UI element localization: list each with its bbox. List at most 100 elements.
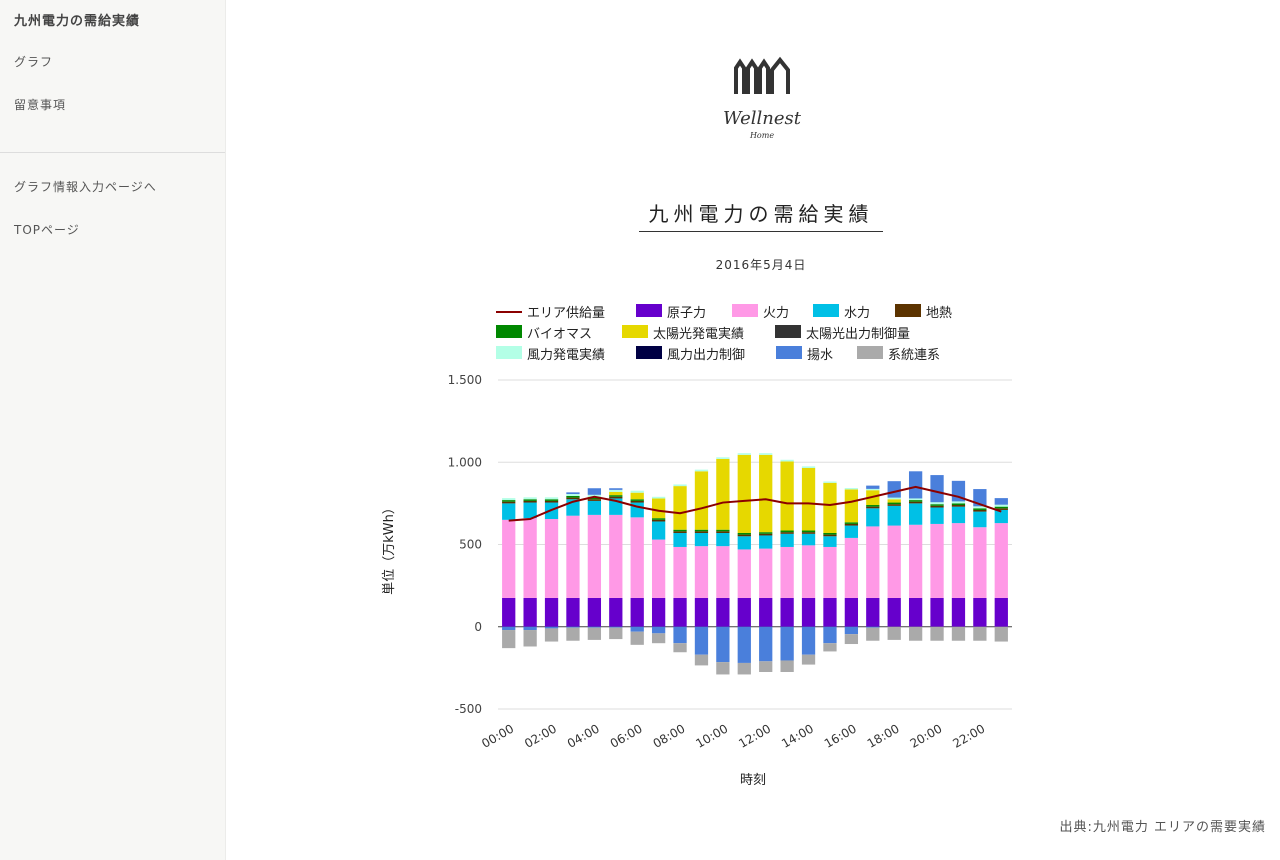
bar-segment — [630, 490, 644, 493]
bar-segment — [716, 531, 730, 533]
bar-segment — [523, 500, 537, 503]
bar-segment — [651, 597, 666, 627]
y-tick-label: -500 — [455, 702, 482, 716]
bar-segment — [866, 597, 880, 627]
bar-segment — [973, 597, 987, 627]
bar-segment — [737, 453, 751, 455]
x-axis-label: 時刻 — [740, 773, 766, 788]
y-tick-label: 500 — [459, 538, 482, 552]
legend-swatch-geothermal — [895, 304, 921, 317]
legend-label-wind: 風力発電実績 — [527, 348, 606, 363]
bar-segment — [866, 508, 880, 527]
sidebar-item-graph[interactable]: グラフ — [14, 55, 54, 69]
sidebar-item-graph-input[interactable]: グラフ情報入力ページへ — [14, 180, 157, 194]
supply-line — [508, 485, 1002, 522]
bar-segment — [694, 469, 709, 472]
bar-segment — [951, 505, 966, 507]
bar-segment — [866, 485, 880, 489]
bar-segment — [651, 498, 666, 519]
bar-segment — [609, 488, 623, 490]
bar-segment — [908, 498, 923, 501]
bar-segment — [801, 468, 816, 531]
y-tick-label: 1.000 — [448, 455, 482, 469]
bar-segment — [866, 526, 880, 598]
bar-segment — [844, 626, 859, 635]
bar-segment — [502, 498, 516, 501]
y-tick-label: 0 — [474, 620, 482, 634]
bar-segment — [523, 518, 537, 598]
bar-segment — [716, 662, 730, 675]
bar-segment — [609, 627, 623, 640]
bar-segment — [566, 626, 580, 628]
sidebar-title[interactable]: 九州電力の需給実績 — [14, 14, 141, 29]
bar-segment — [887, 481, 901, 498]
bar-segment — [523, 497, 537, 500]
legend-swatch-solar — [622, 325, 648, 338]
bar-segment — [609, 489, 623, 492]
x-tick-label: 04:00 — [565, 721, 602, 750]
legend-swatch-nuclear — [636, 304, 662, 317]
x-tick-label: 22:00 — [950, 721, 987, 750]
bar-segment — [651, 518, 666, 520]
wellnest-logo: Wellnest Home — [723, 56, 802, 140]
bar-segment — [544, 502, 559, 520]
bar-segment — [673, 626, 687, 644]
bar-segment — [866, 627, 880, 641]
bar-segment — [673, 529, 687, 532]
bar-segment — [502, 500, 516, 502]
bar-segment — [609, 597, 623, 627]
bar-segment — [694, 626, 709, 655]
bar-segment — [866, 506, 880, 509]
sidebar-item-top[interactable]: TOPページ — [14, 223, 80, 237]
title-underline — [639, 231, 883, 232]
bar-segment — [801, 532, 816, 534]
bar-segment — [651, 519, 666, 522]
bar-segment — [737, 662, 751, 675]
sidebar-item-notes[interactable]: 留意事項 — [14, 98, 67, 112]
bar-segment — [737, 454, 751, 533]
bar-segment — [587, 500, 602, 515]
bar-segment — [737, 549, 751, 598]
legend-label-geothermal: 地熱 — [926, 306, 953, 321]
bar-segment — [673, 484, 687, 487]
bar-segment — [866, 505, 880, 507]
bar-segment — [609, 495, 623, 497]
bar-segment — [930, 597, 944, 627]
bar-segment — [994, 523, 1008, 598]
bar-segment — [866, 490, 880, 506]
bar-segment — [823, 481, 837, 483]
bar-segment — [994, 626, 1008, 642]
bar-segment — [759, 626, 773, 662]
bar-segment — [844, 488, 859, 490]
bar-segment — [780, 459, 794, 462]
bar-segment — [887, 504, 901, 506]
bar-segment — [844, 537, 859, 598]
bar-segment — [908, 471, 923, 499]
logo-wordmark: Wellnest — [723, 108, 802, 129]
bar-segment — [694, 546, 709, 598]
bar-segment — [994, 506, 1008, 509]
bar-segment — [566, 497, 580, 500]
sidebar-divider — [0, 152, 225, 153]
bar-segment — [973, 527, 987, 598]
legend-label-solar: 太陽光発電実績 — [653, 327, 745, 342]
bar-segment — [566, 492, 580, 494]
bar-segment — [887, 502, 901, 505]
bar-segment — [759, 661, 773, 672]
bar-segment — [544, 499, 559, 501]
legend-swatch-interconnect — [857, 346, 883, 359]
chart-axes: 1.500 1.000 500 0 -500 00:00 02:00 04:00 06:00 08… — [448, 373, 988, 751]
bar-segment — [716, 532, 730, 547]
bar-segment — [502, 503, 516, 520]
bar-segment — [716, 626, 730, 663]
bar-segment — [630, 492, 644, 500]
bar-segment — [844, 489, 859, 523]
bar-segment — [951, 501, 966, 504]
bar-segment — [930, 626, 944, 641]
bar-segment — [908, 500, 923, 502]
bar-segment — [887, 597, 901, 627]
bar-segment — [801, 597, 816, 627]
bar-segment — [780, 597, 794, 627]
bar-segment — [673, 532, 687, 547]
bar-segment — [908, 524, 923, 598]
